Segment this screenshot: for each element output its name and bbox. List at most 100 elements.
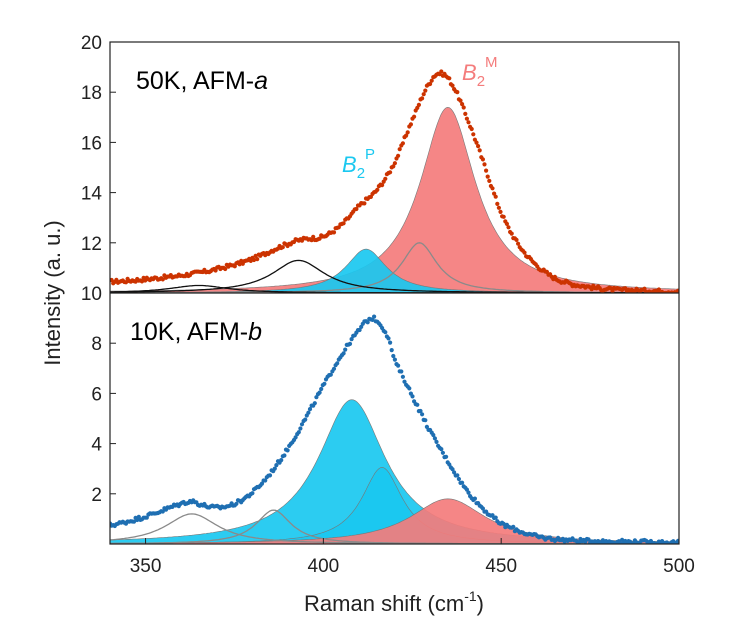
data-point bbox=[386, 336, 391, 341]
data-point bbox=[250, 491, 255, 496]
data-point bbox=[466, 120, 471, 125]
data-point bbox=[642, 286, 647, 291]
data-point bbox=[392, 161, 397, 166]
y-tick-label-4: 4 bbox=[91, 435, 102, 456]
data-point bbox=[501, 521, 506, 526]
data-point bbox=[586, 537, 591, 542]
data-point bbox=[255, 257, 260, 262]
bottom-panel-components bbox=[110, 399, 679, 544]
data-point bbox=[484, 168, 489, 173]
data-point bbox=[213, 268, 218, 273]
data-point bbox=[354, 206, 359, 212]
data-point bbox=[404, 133, 409, 138]
data-point bbox=[421, 92, 426, 97]
data-point bbox=[472, 496, 477, 501]
data-point bbox=[399, 369, 404, 374]
data-point bbox=[514, 237, 519, 242]
data-point bbox=[234, 501, 239, 506]
x-tick-label-350: 350 bbox=[130, 556, 162, 577]
data-point bbox=[110, 277, 114, 283]
data-point bbox=[397, 147, 402, 152]
data-point bbox=[298, 426, 303, 431]
data-point bbox=[317, 390, 322, 395]
data-point bbox=[280, 245, 285, 250]
data-point bbox=[383, 330, 388, 335]
data-point bbox=[476, 144, 481, 149]
data-point bbox=[469, 126, 474, 132]
data-point bbox=[589, 287, 594, 292]
data-point bbox=[431, 432, 436, 438]
data-point bbox=[400, 141, 405, 146]
y-tick-label-8: 8 bbox=[91, 334, 102, 355]
data-point bbox=[487, 178, 492, 183]
data-point bbox=[237, 262, 242, 267]
data-point bbox=[656, 287, 662, 292]
data-point bbox=[375, 187, 380, 192]
data-point bbox=[347, 341, 353, 346]
data-point bbox=[452, 470, 457, 475]
data-point bbox=[135, 517, 140, 523]
data-point bbox=[139, 279, 145, 284]
data-point bbox=[285, 448, 290, 453]
data-point bbox=[610, 289, 615, 293]
data-point bbox=[400, 374, 405, 379]
bottom-panel-data-points bbox=[110, 314, 679, 544]
data-point bbox=[423, 88, 428, 93]
data-point bbox=[460, 102, 465, 107]
data-point bbox=[282, 453, 287, 458]
y-tick-label-12: 12 bbox=[81, 234, 102, 255]
data-point bbox=[444, 454, 449, 459]
data-point bbox=[253, 253, 258, 258]
data-point bbox=[420, 96, 425, 101]
data-point bbox=[293, 435, 298, 440]
y-tick-label-10: 10 bbox=[81, 284, 102, 305]
data-point bbox=[416, 102, 421, 107]
data-point bbox=[439, 447, 444, 452]
top-panel-data-points bbox=[110, 69, 679, 293]
data-point bbox=[306, 410, 311, 415]
data-point bbox=[405, 130, 410, 135]
data-point bbox=[495, 201, 500, 206]
data-point bbox=[485, 174, 490, 179]
b2m-peak-label: B2M bbox=[462, 54, 498, 90]
data-point bbox=[415, 402, 420, 407]
data-point bbox=[576, 540, 581, 544]
data-point bbox=[391, 164, 396, 169]
data-point bbox=[455, 473, 460, 478]
data-point bbox=[263, 478, 268, 483]
data-point bbox=[412, 114, 417, 119]
data-point bbox=[509, 231, 514, 236]
component-B2M bbox=[110, 106, 679, 293]
data-point bbox=[274, 463, 279, 468]
data-point bbox=[303, 417, 308, 422]
data-point bbox=[144, 515, 149, 520]
data-point bbox=[317, 236, 322, 241]
axis-ticks: 350 400 450 500 2 4 6 8 10 12 14 16 18 20 bbox=[81, 33, 695, 577]
data-point bbox=[391, 353, 396, 359]
data-point bbox=[498, 209, 503, 214]
data-point bbox=[429, 78, 434, 83]
data-point bbox=[319, 386, 324, 392]
data-point bbox=[309, 238, 314, 243]
data-point bbox=[466, 490, 471, 495]
data-point bbox=[349, 337, 354, 342]
data-point bbox=[396, 153, 401, 158]
data-point bbox=[362, 201, 367, 206]
data-point bbox=[434, 439, 439, 444]
data-point bbox=[311, 234, 316, 239]
y-tick-label-14: 14 bbox=[81, 184, 103, 205]
data-point bbox=[267, 473, 273, 478]
y-tick-label-18: 18 bbox=[81, 83, 102, 104]
x-tick-label-450: 450 bbox=[485, 556, 517, 577]
data-point bbox=[418, 408, 423, 414]
data-point bbox=[335, 361, 340, 366]
data-point bbox=[676, 288, 679, 293]
data-point bbox=[232, 264, 237, 269]
data-point bbox=[314, 395, 319, 400]
b2p-peak-label: B2P bbox=[342, 146, 375, 182]
data-point bbox=[272, 466, 277, 471]
data-point bbox=[493, 515, 498, 520]
data-point bbox=[341, 351, 346, 356]
data-point bbox=[492, 191, 497, 196]
